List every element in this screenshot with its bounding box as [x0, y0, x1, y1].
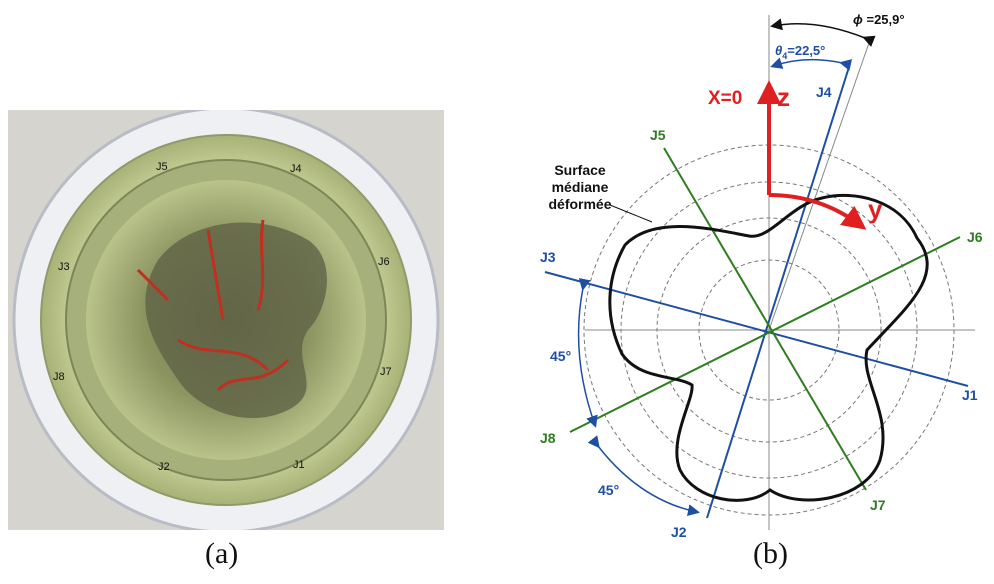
theta-value: =22,5° [787, 43, 825, 58]
phi-angle-arc [770, 18, 876, 47]
photo-label-j6: J6 [378, 256, 390, 268]
photo-label-j7: J7 [380, 366, 392, 378]
phi-symbol: ϕ [853, 12, 863, 27]
joint-label-j6: J6 [967, 229, 983, 245]
deformed-region [145, 222, 327, 419]
surface-leader-line [609, 204, 653, 223]
y-axis-arrow [768, 193, 867, 230]
pipe-photo: J5 J4 J6 J3 J7 J8 J2 J1 [8, 110, 444, 530]
angle-label-left: 45° [550, 348, 571, 364]
theta-symbol: θ [775, 43, 782, 58]
photo-panel: J5 J4 J6 J3 J7 J8 J2 J1 [8, 110, 444, 530]
joint-label-j5: J5 [650, 127, 666, 143]
surface-label-line3: déformée [548, 196, 611, 212]
joint-label-j8: J8 [540, 430, 556, 446]
photo-label-j4: J4 [290, 163, 302, 175]
theta-label: θ4=22,5° [775, 43, 825, 61]
joint-label-j2: J2 [671, 524, 687, 540]
joint-label-j4: J4 [816, 84, 832, 100]
x-equals-zero-label: X=0 [708, 88, 742, 109]
photo-label-j2: J2 [158, 461, 170, 473]
photo-label-j5: J5 [156, 161, 168, 173]
surface-label-line2: médiane [552, 179, 609, 195]
y-axis-label: y [868, 194, 883, 224]
wires [136, 219, 290, 392]
joint-label-j1: J1 [962, 387, 978, 403]
photo-label-j8: J8 [53, 371, 65, 383]
theta-subscript: 4 [782, 51, 787, 61]
photo-label-j3: J3 [58, 261, 70, 273]
theta-angle-arc [770, 57, 853, 71]
caption-b: (b) [753, 537, 788, 570]
phi-value: =25,9° [863, 12, 905, 27]
caption-a: (a) [205, 537, 239, 570]
phi-reference-line [768, 39, 871, 331]
bottom-45-angle-arc [587, 435, 700, 517]
joint-line-j3-j1 [544, 271, 969, 387]
deformed-surface-curve [608, 194, 929, 502]
joint-label-j3: J3 [540, 249, 556, 265]
joint-label-j7: J7 [870, 497, 886, 513]
phi-label: ϕ =25,9° [853, 12, 905, 27]
joint-line-j4-j2 [706, 66, 850, 519]
surface-label-line1: Surface [554, 162, 606, 178]
angle-label-bottom: 45° [598, 482, 619, 498]
joint-line-j8-j6 [569, 236, 961, 433]
z-axis-label: z [777, 82, 790, 112]
left-45-angle-arc [577, 278, 598, 428]
joint-line-j5-j7 [663, 147, 867, 491]
photo-label-j1: J1 [293, 459, 305, 471]
